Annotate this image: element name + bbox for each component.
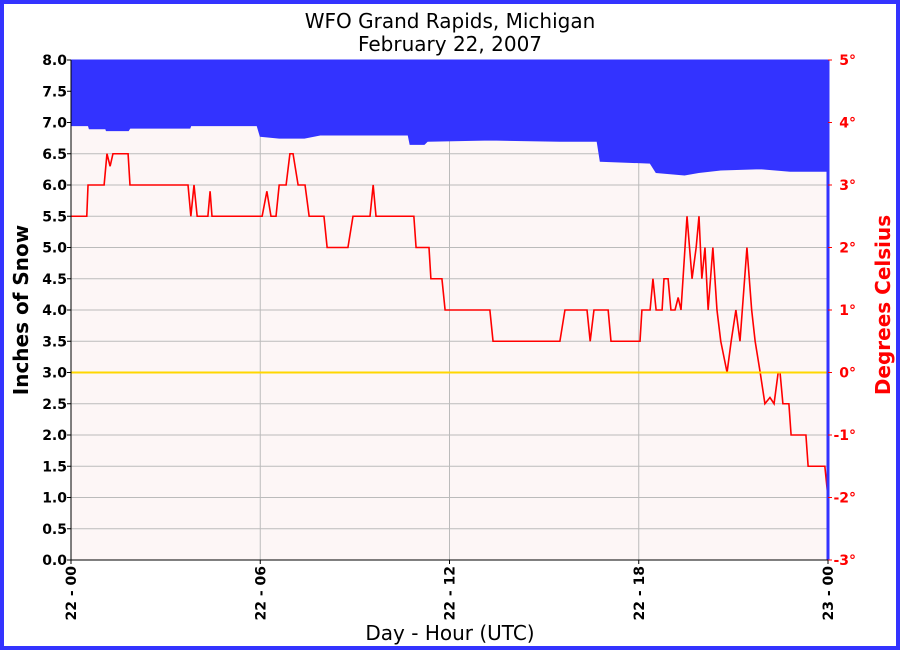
y-tick-label: 3.5 [42,334,67,350]
y-tick-label: 7.0 [42,116,67,132]
y-tick-label: 2.0 [42,428,67,444]
y-tick-label: 3.0 [42,366,67,382]
y-tick-label: 2.5 [42,397,67,413]
y2-tick-label: 1° [839,303,856,319]
y-tick-label: 0.5 [42,522,67,538]
y-tick-label: 5.0 [42,241,67,257]
x-tick-label: 22 - 18 [632,566,648,621]
y-tick-label: 4.0 [42,303,67,319]
temperature-line [71,152,829,498]
y-tick-label: 1.0 [42,491,67,507]
chart-title: WFO Grand Rapids, Michigan [305,9,596,33]
y-tick-label: 8.0 [42,53,67,69]
y-axis-label: Inches of Snow [9,225,33,395]
y2-tick-label: 3° [839,178,856,194]
y2-tick-label: -1° [833,428,856,444]
y-tick-label: 7.5 [42,84,67,100]
y2-tick-label: -3° [833,553,856,569]
y-tick-label: 4.5 [42,272,67,288]
y2-tick-label: -2° [833,491,856,507]
y2-tick-label: 5° [839,53,856,69]
y-tick-label: 1.5 [42,459,67,475]
x-tick-label: 23 - 00 [821,566,837,621]
chart-subtitle: February 22, 2007 [358,32,542,56]
y2-tick-label: 2° [839,241,856,257]
y-tick-label: 6.5 [42,147,67,163]
y2-tick-label: 4° [839,116,856,132]
snow-area [70,59,829,176]
x-tick-label: 22 - 00 [64,566,80,621]
y2-tick-label: 0° [839,366,856,382]
x-tick-label: 22 - 12 [443,566,459,621]
x-axis-label: Day - Hour (UTC) [365,621,534,645]
y2-axis-label: Degrees Celsius [871,215,895,395]
y-tick-label: 0.0 [42,553,67,569]
y-tick-label: 5.5 [42,209,67,225]
x-tick-label: 22 - 06 [253,566,269,621]
y-tick-label: 6.0 [42,178,67,194]
